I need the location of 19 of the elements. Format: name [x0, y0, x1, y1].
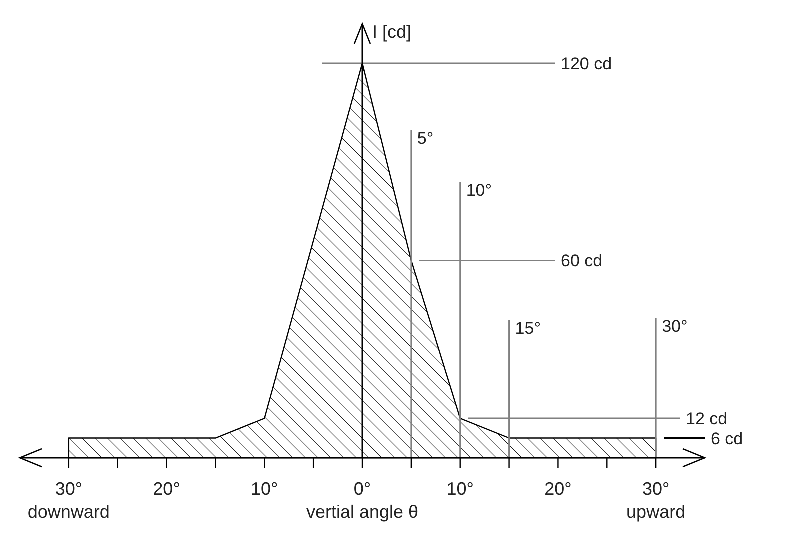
- x-tick-label: 20°: [153, 478, 180, 499]
- x-axis-title: vertial angle θ: [306, 502, 419, 522]
- ref-line-label: 120 cd: [561, 54, 612, 74]
- y-axis-title: I [cd]: [372, 22, 412, 42]
- ref-line-label: 15°: [515, 319, 542, 338]
- text: downward: [28, 502, 110, 522]
- x-tick-label: 30°: [642, 478, 670, 499]
- ref-line-label: 6 cd: [711, 429, 744, 448]
- ref-line-label: 10°: [466, 181, 492, 200]
- x-tick-label: 20°: [544, 478, 572, 499]
- ref-line-label: 5°: [417, 129, 434, 148]
- x-tick-label: 10°: [251, 478, 278, 499]
- x-tick-label: 10°: [446, 478, 474, 499]
- x-tick-label: 30°: [55, 478, 83, 499]
- ref-line-label: 12 cd: [686, 410, 728, 429]
- ref-line-label: 60 cd: [561, 252, 603, 271]
- ref-line-label: 30°: [662, 317, 688, 336]
- x-tick-label: 0°: [354, 478, 372, 499]
- text: upward: [626, 502, 686, 522]
